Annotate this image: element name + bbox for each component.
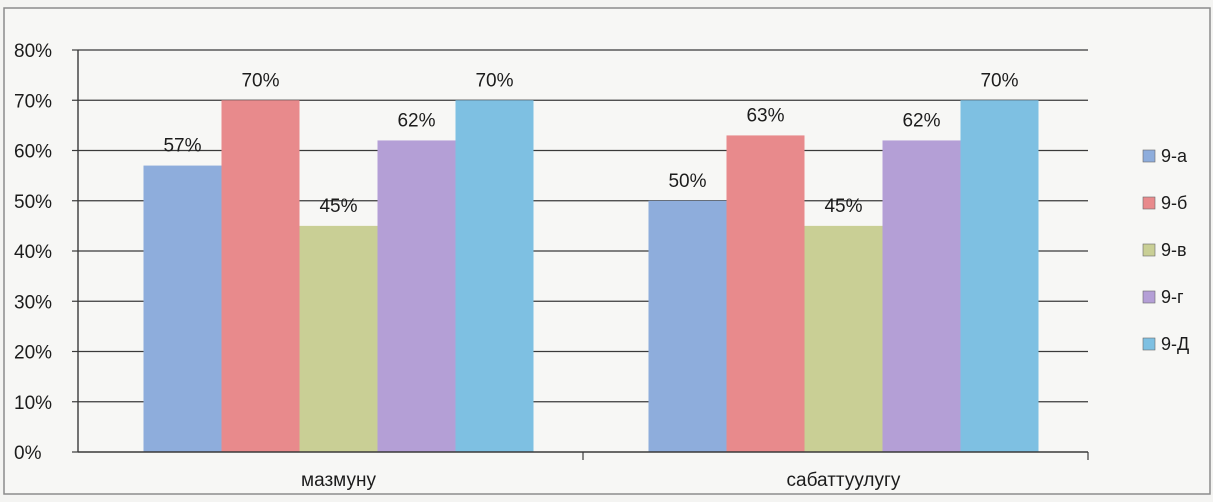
data-label: 57% — [163, 136, 201, 157]
bar — [804, 225, 883, 452]
bar — [377, 140, 456, 452]
data-label: 63% — [746, 105, 784, 126]
legend-label: 9-а — [1161, 146, 1188, 166]
data-labels: 57% 70% 45% 62% 70% 50% 63% 45% 62% 70% — [163, 70, 1018, 217]
y-tick-label: 30% — [14, 292, 52, 313]
data-label: 45% — [824, 196, 862, 217]
legend-swatch — [1142, 149, 1156, 163]
bar — [143, 165, 222, 452]
data-label: 62% — [902, 110, 940, 131]
y-tick-label: 80% — [14, 41, 52, 62]
bar — [960, 100, 1039, 452]
legend-label: 9-г — [1161, 287, 1184, 307]
y-tick-label: 70% — [14, 91, 52, 112]
bar — [648, 200, 727, 452]
data-label: 62% — [397, 110, 435, 131]
bar — [726, 135, 805, 453]
data-label: 50% — [668, 171, 706, 192]
legend-swatch — [1142, 337, 1156, 351]
y-tick-label: 20% — [14, 343, 52, 364]
legend-swatch — [1142, 290, 1156, 304]
y-tick-label: 10% — [14, 393, 52, 414]
y-tick-label: 60% — [14, 142, 52, 163]
bars — [143, 100, 1039, 453]
x-tick-label: сабаттуулугу — [787, 470, 901, 491]
y-tick-label: 0% — [14, 443, 42, 464]
legend-swatch — [1142, 196, 1156, 210]
data-label: 70% — [241, 70, 279, 91]
legend: 9-а 9-б 9-в 9-г 9-Д — [1142, 146, 1189, 354]
data-label: 45% — [319, 196, 357, 217]
legend-label: 9-в — [1161, 240, 1187, 260]
x-tick-label: мазмуну — [301, 470, 376, 491]
bar — [299, 225, 378, 452]
data-label: 70% — [475, 70, 513, 91]
bar — [455, 100, 534, 452]
legend-label: 9-Д — [1161, 334, 1189, 354]
y-tick-label: 50% — [14, 192, 52, 213]
bar — [882, 140, 961, 452]
data-label: 70% — [980, 70, 1018, 91]
axes: 0% 10% 20% 30% 40% 50% 60% 70% 80% мазмуну сабатту… — [14, 41, 1089, 491]
y-tick-label: 40% — [14, 242, 52, 263]
legend-label: 9-б — [1161, 193, 1187, 213]
legend-swatch — [1142, 243, 1156, 257]
bar — [221, 100, 300, 452]
